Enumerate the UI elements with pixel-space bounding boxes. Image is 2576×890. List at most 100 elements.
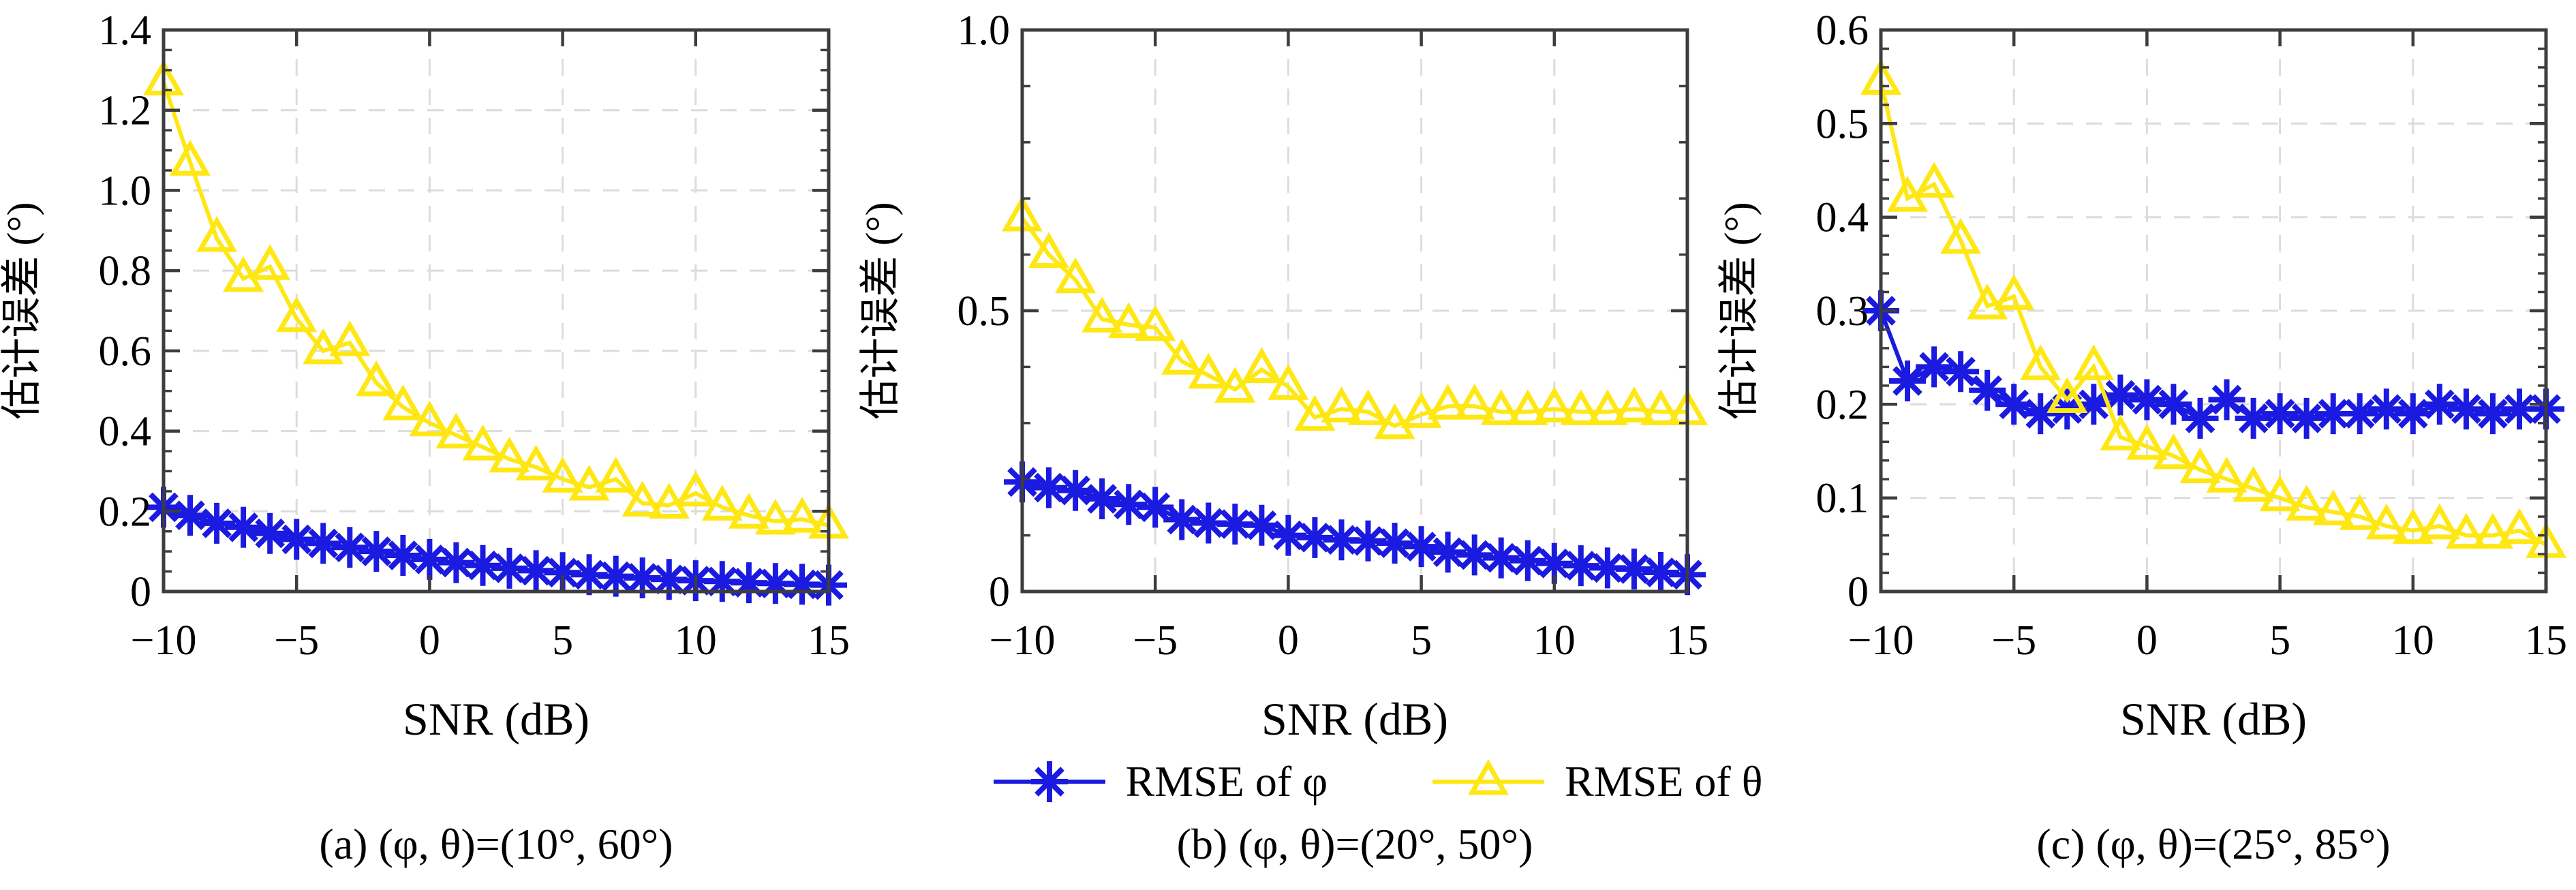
marker-triangle bbox=[1055, 257, 1097, 294]
marker-asterisk bbox=[2394, 393, 2432, 435]
chart-canvas-a: −10 −5 0 5 10 15 0 0.2 0.4 0.6 0.8 1.0 1.2 1.4 SNR (dB… bbox=[0, 7, 850, 745]
x-tick-label: 0 bbox=[1278, 617, 1299, 664]
marker-asterisk bbox=[1402, 526, 1440, 568]
x-tick-label: −10 bbox=[1848, 617, 1914, 664]
marker-triangle bbox=[1560, 389, 1601, 425]
marker-asterisk bbox=[1482, 537, 1520, 579]
y-tick-label: 0.4 bbox=[1816, 195, 1869, 241]
x-tick-label: 15 bbox=[808, 617, 850, 664]
marker-asterisk bbox=[2341, 393, 2378, 435]
marker-triangle bbox=[2233, 465, 2274, 502]
marker-asterisk bbox=[2208, 379, 2245, 420]
y-tick-label: 0.6 bbox=[99, 328, 152, 375]
marker-triangle bbox=[329, 320, 371, 356]
theta-triangle-marker-icon bbox=[1432, 758, 1545, 795]
marker-triangle bbox=[1161, 339, 1203, 375]
marker-asterisk bbox=[1509, 540, 1546, 581]
marker-triangle bbox=[1321, 386, 1362, 423]
marker-triangle bbox=[1400, 392, 1442, 428]
marker-triangle bbox=[1533, 386, 1575, 423]
marker-asterisk bbox=[1376, 523, 1413, 564]
y-tick-label: 0 bbox=[1847, 569, 1869, 615]
marker-asterisk bbox=[225, 506, 262, 548]
marker-triangle bbox=[409, 400, 450, 437]
caption-a: (a) (φ, θ)=(10°, 60°) bbox=[319, 820, 673, 868]
marker-triangle bbox=[2073, 344, 2115, 380]
marker-triangle bbox=[595, 457, 637, 493]
marker-triangle bbox=[2259, 475, 2301, 512]
marker-triangle bbox=[1586, 389, 1628, 425]
marker-triangle bbox=[2286, 485, 2327, 521]
marker-triangle bbox=[1993, 274, 2035, 310]
marker-asterisk bbox=[2421, 384, 2458, 425]
marker-triangle bbox=[1082, 296, 1123, 333]
marker-triangle bbox=[1967, 283, 2008, 320]
marker-triangle bbox=[462, 425, 504, 461]
y-tick-label: 0 bbox=[130, 569, 151, 615]
marker-asterisk bbox=[2235, 397, 2272, 439]
subplot-b: −10 −5 0 5 10 15 0 0.5 1.0 SNR (dB) 估计误差 (°) bbox=[859, 0, 1717, 763]
y-tick-label: 1.0 bbox=[957, 7, 1011, 54]
marker-triangle bbox=[622, 480, 663, 517]
marker-asterisk bbox=[358, 531, 395, 572]
marker-triangle bbox=[2339, 494, 2380, 530]
marker-triangle bbox=[648, 482, 690, 519]
x-tick-label: 15 bbox=[1666, 617, 1708, 664]
marker-asterisk bbox=[2128, 379, 2166, 420]
marker-asterisk bbox=[1889, 360, 1926, 401]
marker-triangle bbox=[1294, 395, 1336, 431]
marker-asterisk bbox=[2367, 388, 2405, 430]
marker-triangle bbox=[1480, 389, 1522, 425]
marker-triangle bbox=[1940, 217, 1982, 254]
marker-triangle bbox=[2206, 457, 2248, 493]
marker-triangle bbox=[2419, 503, 2460, 540]
subplot-a: −10 −5 0 5 10 15 0 0.2 0.4 0.6 0.8 1.0 1.2 1.4 SNR (dB… bbox=[0, 0, 859, 763]
x-tick-label: 0 bbox=[419, 617, 440, 664]
marker-asterisk bbox=[517, 550, 555, 592]
marker-triangle bbox=[196, 216, 238, 252]
marker-triangle bbox=[675, 470, 716, 507]
marker-triangle bbox=[2020, 344, 2061, 380]
marker-triangle bbox=[542, 457, 583, 493]
marker-asterisk bbox=[198, 502, 236, 544]
legend: RMSE of φ RMSE of θ bbox=[852, 744, 1901, 819]
x-tick-label: 10 bbox=[2392, 617, 2434, 664]
marker-asterisk bbox=[2474, 393, 2511, 435]
y-tick-label: 0.6 bbox=[1816, 7, 1869, 54]
y-tick-label: 0.5 bbox=[1816, 101, 1869, 147]
marker-asterisk bbox=[2288, 397, 2325, 439]
y-axis-label: 估计误差 (°) bbox=[0, 202, 44, 420]
marker-triangle bbox=[2365, 503, 2407, 540]
marker-asterisk bbox=[1323, 519, 1360, 561]
marker-triangle bbox=[1468, 758, 1509, 795]
marker-asterisk bbox=[464, 544, 502, 586]
marker-asterisk bbox=[278, 519, 316, 560]
marker-triangle bbox=[276, 296, 318, 333]
x-axis-label: SNR (dB) bbox=[403, 693, 589, 745]
marker-triangle bbox=[2100, 414, 2141, 450]
marker-triangle bbox=[489, 436, 530, 473]
y-tick-label: 1.0 bbox=[99, 168, 152, 214]
marker-triangle bbox=[249, 244, 291, 280]
y-tick-label: 0.2 bbox=[99, 489, 152, 535]
marker-asterisk bbox=[331, 527, 369, 568]
marker-triangle bbox=[2126, 424, 2168, 460]
marker-asterisk bbox=[1456, 534, 1493, 576]
y-tick-label: 0.1 bbox=[1816, 476, 1869, 522]
legend-item-phi: RMSE of φ bbox=[991, 746, 1328, 817]
x-tick-label: −5 bbox=[1133, 617, 1178, 664]
x-axis-label: SNR (dB) bbox=[1261, 693, 1448, 745]
marker-triangle bbox=[382, 384, 424, 420]
y-tick-label: 0.8 bbox=[99, 248, 152, 294]
marker-triangle bbox=[2498, 508, 2541, 544]
marker-triangle bbox=[1374, 403, 1415, 440]
marker-asterisk bbox=[172, 495, 209, 536]
marker-triangle bbox=[1454, 384, 1495, 420]
marker-triangle bbox=[1188, 352, 1229, 389]
subplot-c: −10 −5 0 5 10 15 0 0.1 0.2 0.3 0.4 0.5 0.6 SNR (dB) 估计… bbox=[1717, 0, 2576, 763]
caption-c: (c) (φ, θ)=(25°, 85°) bbox=[2036, 820, 2391, 868]
marker-asterisk bbox=[1057, 470, 1094, 511]
marker-triangle bbox=[1241, 347, 1283, 383]
marker-asterisk bbox=[1942, 351, 1980, 393]
